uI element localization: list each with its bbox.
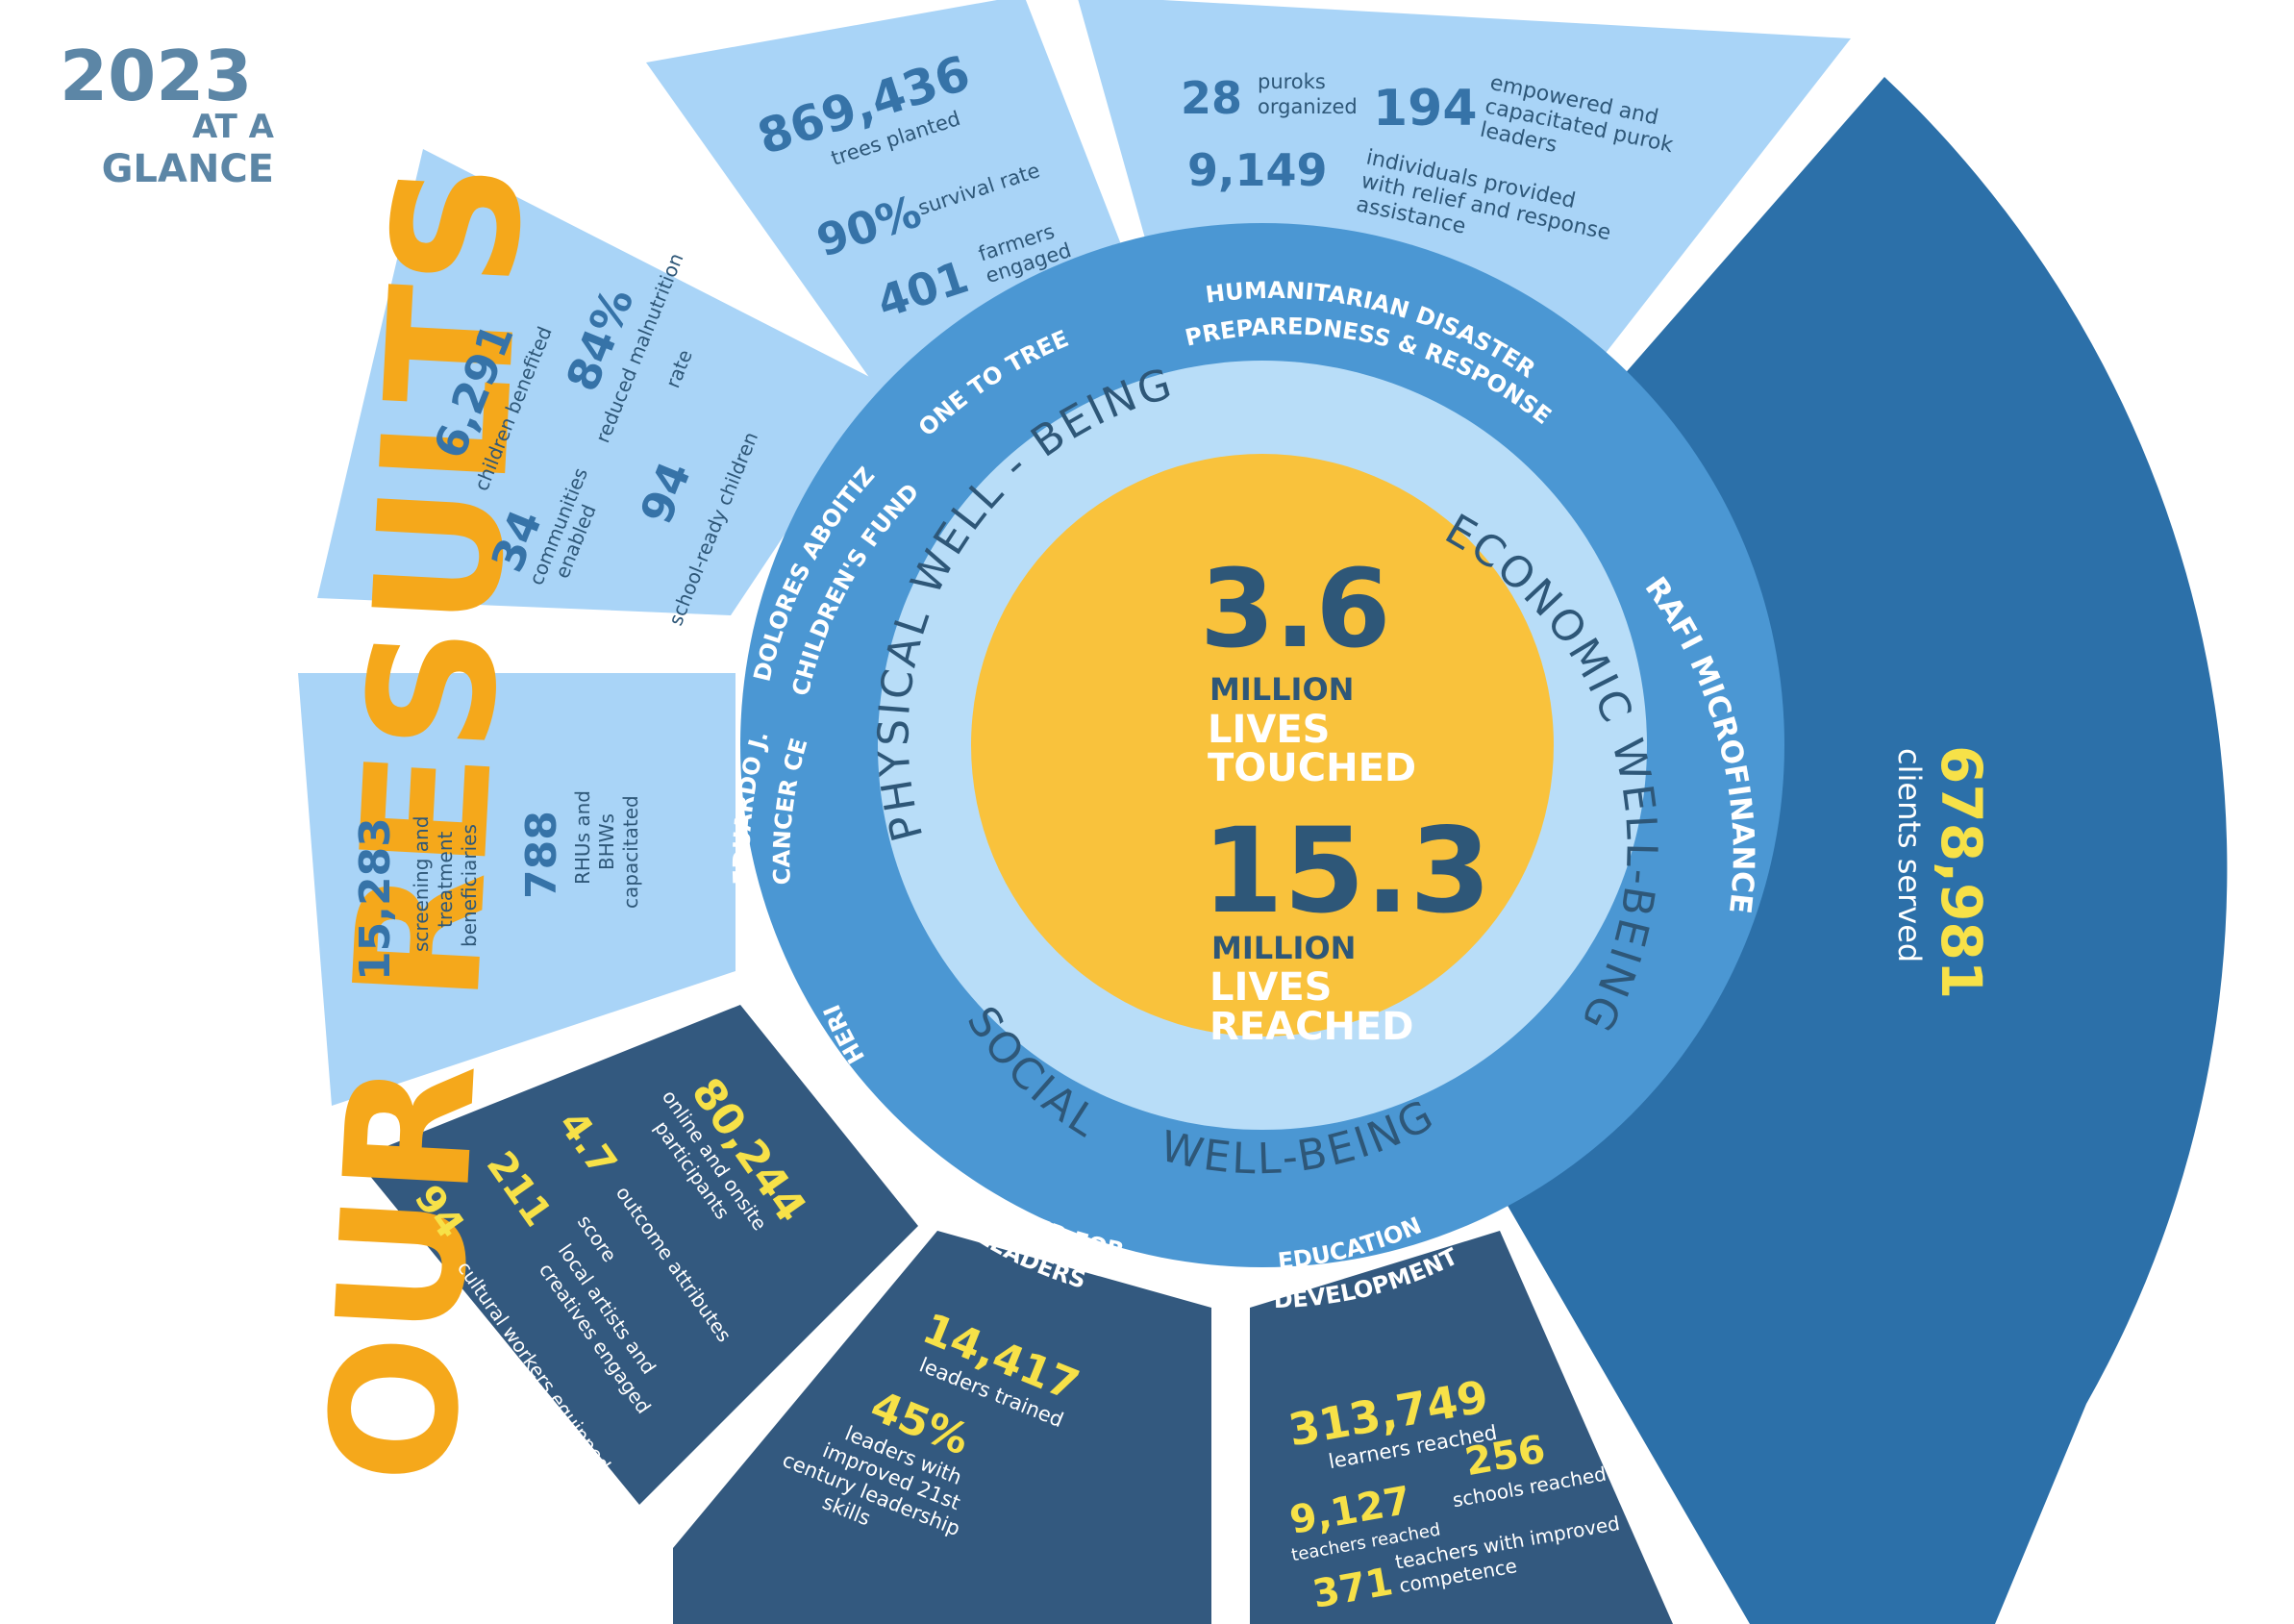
center-stats: 3.6 MILLION LIVES TOUCHED 15.3 MILLION L… (1200, 547, 1491, 1049)
puroks-label-2: organized (1258, 95, 1358, 118)
lives-reached-caption-2: REACHED (1209, 1005, 1413, 1049)
segment-cancer-center (298, 673, 736, 1106)
individuals-value: 9,149 (1187, 144, 1328, 196)
year-label: 2023 (60, 36, 252, 116)
screening-label-1: screening and (410, 816, 433, 952)
screening-value: 15,283 (351, 817, 400, 981)
glance-label: GLANCE (102, 147, 274, 191)
segment-childrens-fund (317, 149, 885, 615)
puroks-label-1: puroks (1258, 70, 1326, 93)
screening-label-3: beneficiaries (458, 824, 481, 947)
screening-label-2: treatment (434, 832, 457, 928)
rhus-label-3: capacitated (619, 795, 642, 909)
purok-leaders-value: 194 (1373, 80, 1478, 137)
lives-reached-unit: MILLION (1211, 930, 1356, 966)
rhus-value: 788 (517, 811, 566, 899)
lives-touched-caption-2: TOUCHED (1208, 746, 1416, 790)
lives-reached-caption-1: LIVES (1209, 965, 1332, 1010)
microfinance-stats: 678,981 clients served (1891, 745, 1994, 999)
lives-touched-caption-1: LIVES (1208, 708, 1330, 752)
center-circle (971, 454, 1554, 1037)
lives-touched-value: 3.6 (1200, 547, 1390, 672)
at-a-label: AT A (192, 108, 275, 146)
puroks-value: 28 (1181, 72, 1242, 124)
segment-center-for-leaders (673, 1231, 1211, 1624)
rhus-label-1: RHUs and (571, 790, 594, 885)
lives-reached-value: 15.3 (1202, 803, 1491, 939)
clients-served-label: clients served (1891, 748, 1928, 962)
clients-served-value: 678,981 (1929, 745, 1994, 999)
cancer-center-stats: 15,283 screening and treatment beneficia… (351, 790, 642, 981)
segment-education (1250, 1231, 1673, 1624)
lives-touched-unit: MILLION (1209, 671, 1354, 708)
segment-culture-heritage (356, 1005, 918, 1505)
rhus-label-2: BHWs (595, 813, 618, 870)
